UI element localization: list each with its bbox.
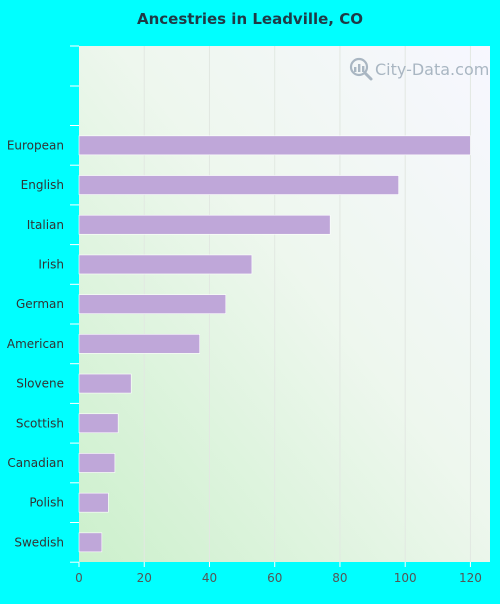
- bar-swedish: [78, 532, 103, 553]
- x-tick-label: 120: [459, 571, 482, 585]
- x-tick-label: 80: [332, 571, 347, 585]
- bar-german: [78, 294, 227, 314]
- category-label-european: European: [7, 138, 64, 152]
- magnifier-chart-icon: [349, 57, 373, 81]
- chart-title: Ancestries in Leadville, CO: [137, 10, 363, 28]
- category-label-english: English: [21, 178, 64, 192]
- bar-italian: [78, 214, 331, 235]
- category-label-scottish: Scottish: [16, 416, 64, 430]
- category-label-swedish: Swedish: [14, 535, 64, 549]
- bar-polish: [78, 492, 109, 513]
- category-label-german: German: [16, 297, 64, 311]
- bar-canadian: [78, 453, 116, 473]
- bar-scottish: [78, 413, 119, 434]
- category-labels: European English Italian Irish German America…: [7, 138, 64, 549]
- x-tick-label: 20: [137, 571, 152, 585]
- category-label-slovene: Slovene: [16, 377, 64, 391]
- y-axis-ticks: [70, 45, 79, 563]
- category-label-polish: Polish: [29, 496, 64, 510]
- bar-american: [78, 334, 200, 354]
- bar-irish: [78, 254, 253, 275]
- x-tick-label: 100: [394, 571, 417, 585]
- category-label-american: American: [7, 337, 64, 351]
- x-axis-ticks: 0 20 40 60 80 100 120: [75, 562, 482, 585]
- category-label-irish: Irish: [38, 257, 64, 271]
- watermark-text: City-Data.com: [375, 60, 489, 79]
- watermark: City-Data.com: [349, 57, 489, 81]
- bar-english: [78, 175, 399, 195]
- category-label-canadian: Canadian: [7, 456, 64, 470]
- x-tick-label: 0: [75, 571, 83, 585]
- x-tick-label: 60: [267, 571, 282, 585]
- bar-european: [78, 135, 471, 156]
- category-label-italian: Italian: [27, 218, 64, 232]
- x-tick-label: 40: [202, 571, 217, 585]
- bars: [78, 135, 471, 553]
- bar-slovene: [78, 373, 132, 394]
